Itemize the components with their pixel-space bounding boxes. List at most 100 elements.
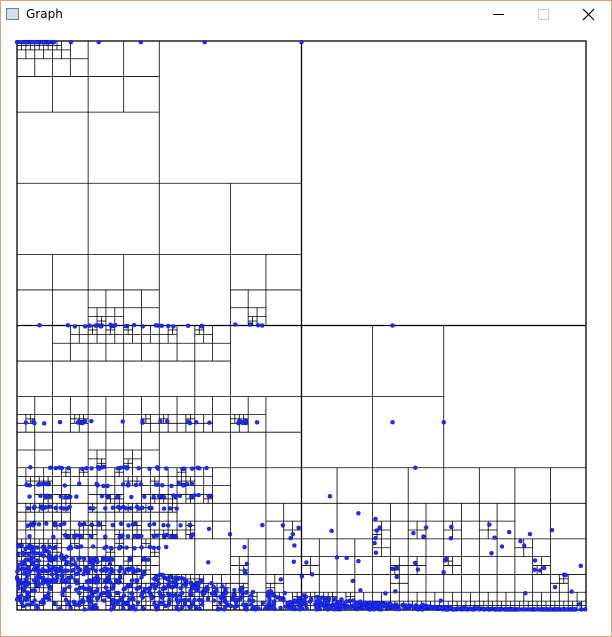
point <box>448 604 453 610</box>
point <box>44 481 49 487</box>
point <box>132 546 137 551</box>
point <box>448 536 454 541</box>
point <box>102 545 107 551</box>
point <box>69 556 74 561</box>
point <box>358 599 363 604</box>
point <box>113 322 118 328</box>
point <box>62 521 67 526</box>
point <box>25 523 30 528</box>
point <box>23 420 29 425</box>
minimize-button[interactable] <box>476 1 521 29</box>
point <box>527 531 533 537</box>
point <box>111 604 117 609</box>
point <box>85 580 91 585</box>
point <box>181 483 186 488</box>
point <box>87 323 93 328</box>
point <box>155 323 160 328</box>
point <box>110 569 116 574</box>
point <box>78 534 84 540</box>
point <box>232 587 237 593</box>
point <box>287 606 293 611</box>
point <box>34 545 40 550</box>
point <box>59 573 64 578</box>
point <box>363 600 368 605</box>
point <box>344 555 349 561</box>
point <box>92 603 98 608</box>
point <box>110 505 116 510</box>
point <box>266 589 271 594</box>
point <box>99 568 104 573</box>
point <box>361 604 366 610</box>
point <box>189 481 195 487</box>
point <box>30 555 35 560</box>
point <box>264 604 269 610</box>
point <box>200 602 205 607</box>
point <box>84 586 90 592</box>
point <box>304 560 309 565</box>
point <box>109 607 114 612</box>
point <box>41 421 47 426</box>
point <box>82 521 87 527</box>
point <box>272 606 277 612</box>
point <box>563 572 568 578</box>
close-button[interactable] <box>566 1 611 29</box>
point <box>106 575 111 580</box>
point <box>24 39 29 45</box>
point <box>81 571 86 577</box>
point <box>157 591 163 596</box>
point <box>84 466 89 471</box>
point <box>499 544 505 549</box>
point <box>415 604 421 609</box>
point <box>103 534 108 539</box>
point <box>15 569 20 574</box>
point <box>206 560 211 565</box>
point <box>164 544 169 550</box>
point <box>133 482 139 488</box>
point <box>244 561 250 567</box>
point <box>40 567 46 572</box>
point <box>139 545 144 550</box>
point <box>441 420 446 425</box>
point <box>146 557 151 562</box>
point <box>260 323 265 328</box>
point <box>160 482 165 488</box>
point <box>243 590 249 595</box>
point <box>350 578 355 584</box>
point <box>82 607 87 612</box>
point <box>62 483 68 488</box>
point <box>101 464 106 469</box>
point <box>17 578 22 583</box>
point <box>132 521 137 526</box>
point <box>134 578 139 584</box>
point <box>224 590 229 596</box>
point <box>180 582 186 587</box>
point <box>329 528 334 534</box>
point <box>46 563 51 568</box>
point <box>50 545 56 551</box>
point <box>192 597 197 603</box>
point <box>178 597 184 603</box>
point <box>254 420 260 425</box>
point <box>554 607 560 612</box>
point <box>118 565 123 571</box>
point <box>21 567 26 572</box>
point <box>159 595 165 600</box>
point <box>120 602 126 607</box>
point <box>299 574 305 579</box>
point <box>280 523 286 528</box>
point <box>129 578 135 583</box>
point <box>90 593 95 599</box>
point <box>569 589 574 594</box>
point <box>373 535 378 541</box>
point <box>202 39 207 45</box>
point <box>74 581 80 586</box>
point <box>63 597 69 603</box>
point <box>432 605 438 611</box>
point <box>115 504 121 510</box>
point <box>40 581 45 586</box>
point <box>206 493 211 499</box>
maximize-button[interactable] <box>521 1 566 29</box>
point <box>182 466 187 471</box>
point <box>80 597 85 603</box>
point <box>156 581 161 587</box>
